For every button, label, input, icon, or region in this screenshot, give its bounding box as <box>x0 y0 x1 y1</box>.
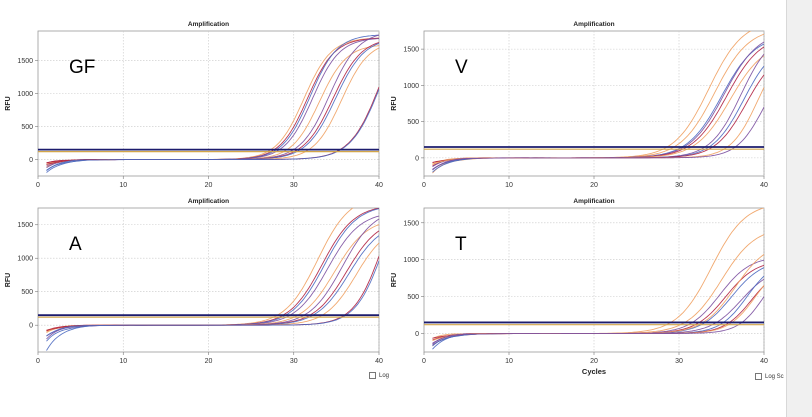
curves <box>46 34 379 173</box>
x-tick-label: 40 <box>760 182 768 189</box>
y-axis-label: RFU <box>391 96 398 110</box>
y-tick-label: 0 <box>415 155 419 162</box>
panel-label: GF <box>69 57 95 78</box>
y-axis-label: RFU <box>5 96 12 110</box>
y-tick-label: 1500 <box>403 220 419 227</box>
chart-panel-2: 0 10 20 30 40 0 500 1000 1500 Amplification RFU V <box>391 21 768 189</box>
x-tick-label: 10 <box>505 358 513 365</box>
chart-panel-4: 0 10 20 30 40 0 500 1000 1500 Amplification RFU Cyc… <box>391 198 768 376</box>
series-line <box>46 89 379 171</box>
y-tick-label: 0 <box>29 323 33 330</box>
series-line <box>432 296 764 344</box>
y-tick-label: 500 <box>407 294 419 301</box>
x-tick-label: 20 <box>205 358 213 365</box>
x-tick-label: 10 <box>119 182 127 189</box>
y-axis-label: RFU <box>5 273 12 287</box>
chart-title: Amplification <box>188 198 229 205</box>
chart-title: Amplification <box>188 21 229 28</box>
y-tick-label: 1500 <box>17 58 33 65</box>
panel-label: T <box>455 234 467 255</box>
y-tick-label: 1000 <box>403 257 419 264</box>
series-line <box>432 106 764 170</box>
chart-panel-3: 0 10 20 30 40 0 500 1000 1500 Amplification RFU A <box>5 198 383 365</box>
x-tick-label: 30 <box>290 358 298 365</box>
log-scale-checkbox-2[interactable]: Log Sc <box>755 373 784 380</box>
y-tick-label: 500 <box>21 124 33 131</box>
panel-label: V <box>455 57 468 78</box>
x-tick-label: 10 <box>505 182 513 189</box>
y-tick-label: 500 <box>21 289 33 296</box>
chart-title: Amplification <box>573 198 614 205</box>
x-tick-label: 0 <box>36 182 40 189</box>
chart-title: Amplification <box>573 21 614 28</box>
y-tick-label: 1000 <box>17 91 33 98</box>
checkbox-icon[interactable] <box>755 373 762 380</box>
y-tick-label: 1000 <box>17 256 33 263</box>
series-line <box>46 260 379 337</box>
checkbox-icon[interactable] <box>369 372 376 379</box>
y-tick-label: 500 <box>407 119 419 126</box>
y-axis-label: RFU <box>391 273 398 287</box>
x-tick-label: 40 <box>760 358 768 365</box>
y-tick-label: 1000 <box>403 83 419 90</box>
y-tick-label: 1500 <box>403 47 419 54</box>
y-tick-label: 0 <box>29 157 33 164</box>
panel-label: A <box>69 234 82 255</box>
x-tick-label: 10 <box>119 358 127 365</box>
x-tick-label: 40 <box>375 182 383 189</box>
scrollbar[interactable] <box>786 0 812 417</box>
x-tick-label: 0 <box>36 358 40 365</box>
x-axis-label: Cycles <box>582 367 606 376</box>
x-tick-label: 0 <box>422 358 426 365</box>
x-tick-label: 30 <box>675 358 683 365</box>
log-scale-checkbox[interactable]: Log <box>369 372 389 379</box>
x-tick-label: 20 <box>590 358 598 365</box>
log-scale-label: Log <box>379 372 390 379</box>
chart-panel-1: 0 10 20 30 40 0 500 1000 1500 Amplification RFU GF <box>5 21 383 189</box>
y-tick-label: 1500 <box>17 222 33 229</box>
curves <box>432 31 764 174</box>
x-tick-label: 30 <box>675 182 683 189</box>
curves <box>432 208 764 350</box>
x-tick-label: 0 <box>422 182 426 189</box>
log-scale-label: Log Sc <box>765 373 784 380</box>
x-tick-label: 40 <box>375 358 383 365</box>
y-tick-label: 0 <box>415 331 419 338</box>
x-tick-label: 30 <box>290 182 298 189</box>
x-tick-label: 20 <box>205 182 213 189</box>
x-tick-label: 20 <box>590 182 598 189</box>
